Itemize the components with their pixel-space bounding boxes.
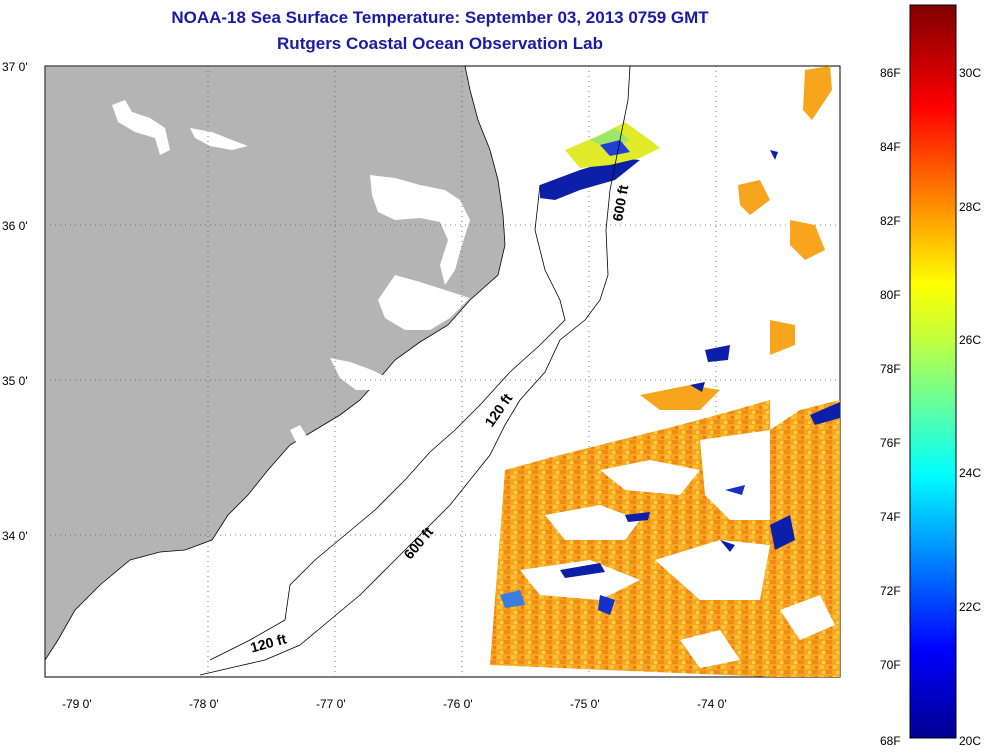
lon-label-78: -78 0' [189,697,219,711]
colorbar-f-78: 78F [880,362,901,376]
colorbar-f-82: 82F [880,214,901,228]
depth-contours [199,65,631,676]
colorbar-f-72: 72F [880,584,901,598]
colorbar-f-68: 68F [880,734,901,748]
colorbar-f-86: 86F [880,66,901,80]
colorbar-c-30: 30C [959,66,982,80]
lon-label-74: -74 0' [697,697,727,711]
lat-label-36: 36 0' [2,219,28,233]
colorbar-f-80: 80F [880,288,901,302]
colorbar-c-24: 24C [959,466,982,480]
lon-label-79: -79 0' [62,697,92,711]
inland-water [112,100,470,446]
lon-label-76: -76 0' [443,697,473,711]
colorbar-c-22: 22C [959,600,982,614]
sst-swath-north [540,66,832,410]
lon-label-75: -75 0' [570,697,600,711]
lon-label-77: -77 0' [316,697,346,711]
colorbar-f-70: 70F [880,658,901,672]
colorbar-c-26: 26C [959,333,982,347]
colorbar-f-74: 74F [880,510,901,524]
colorbar-c-20: 20C [959,734,982,748]
sst-swath-south [490,400,840,677]
lat-label-34: 34 0' [2,529,28,543]
graticule [45,66,840,677]
lat-label-35: 35 0' [2,374,28,388]
colorbar-f-84: 84F [880,140,901,154]
colorbar-f-76: 76F [880,436,901,450]
map-subtitle: Rutgers Coastal Ocean Observation Lab [277,34,603,53]
lat-label-37: 37 0' [2,60,28,74]
map-title: NOAA-18 Sea Surface Temperature: Septemb… [171,8,709,27]
colorbar-c-28: 28C [959,200,982,214]
